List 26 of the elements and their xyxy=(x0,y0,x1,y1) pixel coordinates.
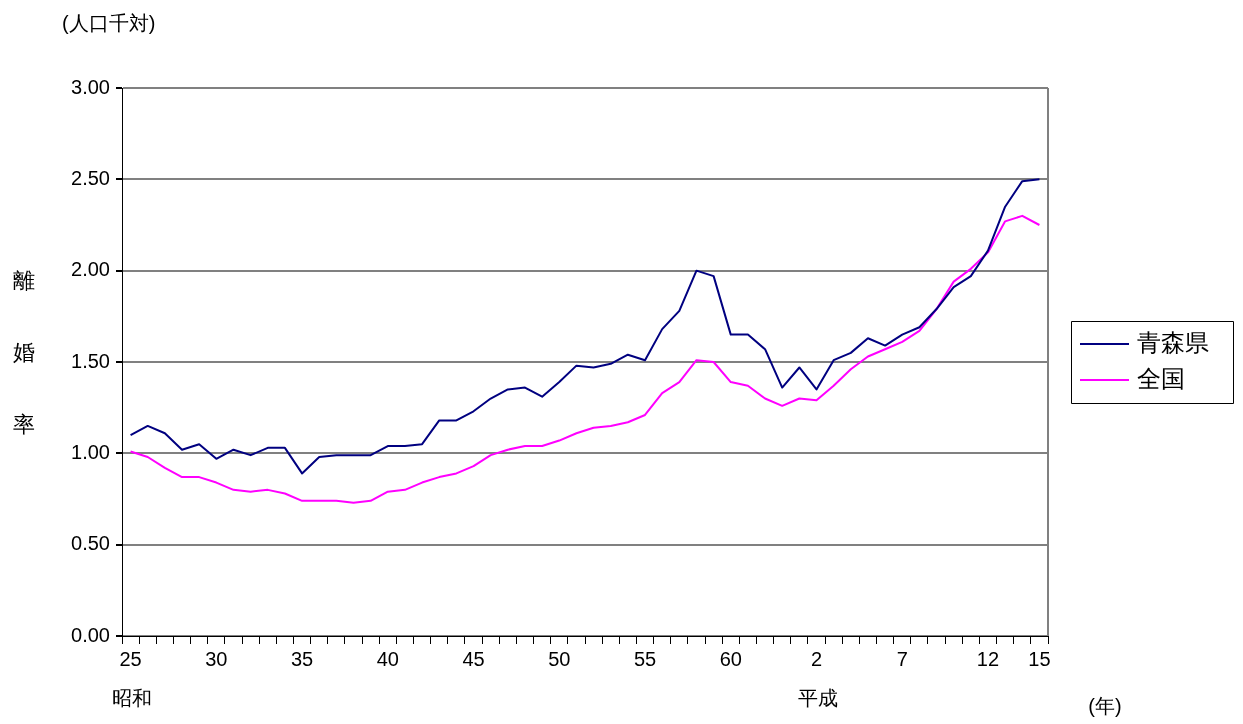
y-tick-label: 2.50 xyxy=(71,166,110,189)
y-tick-label: 0.50 xyxy=(71,532,110,555)
x-tick-label: 40 xyxy=(376,647,399,670)
x-tick-label: 35 xyxy=(290,647,314,670)
y-tick-label: 1.00 xyxy=(71,440,110,463)
y-tick-label: 2.00 xyxy=(71,258,110,281)
legend-label: 青森県 xyxy=(1137,328,1209,356)
legend-label: 全国 xyxy=(1137,364,1185,392)
y-tick-label: 3.00 xyxy=(71,75,110,98)
x-tick-label: 25 xyxy=(119,647,142,670)
x-axis-title: (年) xyxy=(1088,694,1122,717)
y-tick-label: 0.00 xyxy=(71,623,110,646)
x-tick-label: 2 xyxy=(810,647,823,670)
x-tick-label: 45 xyxy=(462,647,485,670)
text: (人口千対) xyxy=(62,11,156,34)
x-tick-label: 7 xyxy=(896,647,908,670)
x-tick-label: 50 xyxy=(548,647,571,670)
text: 昭和 xyxy=(112,686,152,709)
x-tick-label: 12 xyxy=(976,647,1000,670)
x-tick-label: 15 xyxy=(1028,647,1051,670)
x-tick-label: 60 xyxy=(719,647,742,670)
y-tick-label: 1.50 xyxy=(71,349,110,372)
x-tick-label: 55 xyxy=(633,647,657,670)
text: 平成 xyxy=(798,686,838,709)
text: 離婚率 xyxy=(13,268,35,438)
x-tick-label: 30 xyxy=(205,647,228,670)
